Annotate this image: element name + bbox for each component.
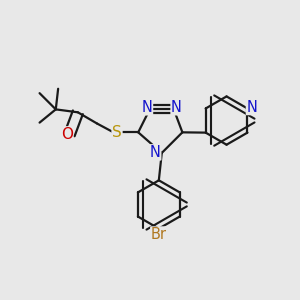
Text: Br: Br [151,227,167,242]
Text: N: N [171,100,182,115]
Text: N: N [150,145,161,160]
Text: S: S [112,125,122,140]
Text: O: O [61,127,73,142]
Text: N: N [246,100,257,115]
Text: N: N [142,100,152,115]
